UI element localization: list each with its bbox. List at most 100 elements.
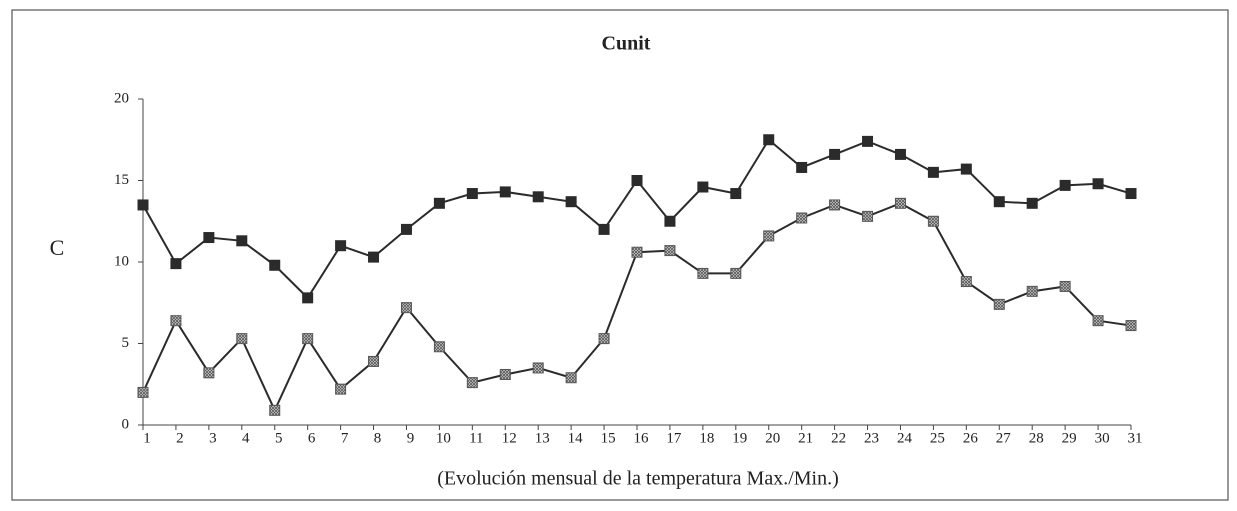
- point-marker: [598, 333, 610, 345]
- point-marker: [368, 251, 380, 263]
- point-marker: [335, 383, 347, 395]
- point-marker: [137, 386, 149, 398]
- point-marker: [1125, 188, 1137, 200]
- x-tick-label: 28: [1029, 430, 1044, 446]
- x-tick-label: 31: [1128, 430, 1143, 446]
- point-marker: [433, 197, 445, 209]
- point-marker: [730, 188, 742, 200]
- point-marker: [829, 148, 841, 160]
- point-marker: [631, 246, 643, 258]
- point-marker: [598, 223, 610, 235]
- x-tick-label: 13: [535, 430, 550, 446]
- point-marker: [894, 148, 906, 160]
- x-tick-label: 12: [502, 430, 517, 446]
- point-marker: [368, 355, 380, 367]
- point-marker: [269, 259, 281, 271]
- x-tick-label: 6: [308, 430, 316, 446]
- point-marker: [763, 134, 775, 146]
- point-marker: [565, 372, 577, 384]
- point-marker: [862, 135, 874, 147]
- point-marker: [499, 186, 511, 198]
- point-marker: [203, 232, 215, 244]
- x-tick-label: 30: [1095, 430, 1110, 446]
- point-marker: [730, 267, 742, 279]
- point-marker: [796, 212, 808, 224]
- point-marker: [697, 267, 709, 279]
- point-marker: [631, 175, 643, 186]
- x-tick-label: 1: [143, 430, 151, 446]
- point-marker: [1092, 315, 1104, 327]
- point-marker: [1092, 178, 1104, 190]
- point-marker: [862, 210, 874, 222]
- point-marker: [170, 258, 182, 270]
- point-marker: [829, 199, 841, 211]
- point-marker: [170, 315, 182, 327]
- x-tick-label: 22: [831, 430, 846, 446]
- point-marker: [466, 188, 478, 200]
- y-tick-label: 0: [122, 416, 130, 432]
- x-axis-label: (Evolución mensual de la temperatura Max…: [437, 468, 839, 490]
- point-marker: [796, 161, 808, 173]
- point-marker: [697, 181, 709, 193]
- x-tick-label: 21: [798, 430, 813, 446]
- x-tick-label: 20: [765, 430, 780, 446]
- x-tick-label: 17: [666, 430, 682, 446]
- x-tick-label: 7: [341, 430, 349, 446]
- x-tick-label: 15: [601, 430, 616, 446]
- y-tick-label: 20: [114, 90, 129, 106]
- point-marker: [335, 240, 347, 252]
- point-marker: [1059, 280, 1071, 292]
- y-tick-label: 5: [122, 335, 130, 351]
- point-marker: [927, 215, 939, 227]
- x-tick-label: 29: [1062, 430, 1077, 446]
- x-tick-label: 16: [634, 430, 650, 446]
- point-marker: [269, 404, 281, 416]
- x-tick-label: 14: [568, 430, 584, 446]
- point-marker: [894, 197, 906, 209]
- point-marker: [466, 377, 478, 389]
- x-tick-label: 3: [209, 430, 217, 446]
- x-tick-label: 18: [699, 430, 714, 446]
- x-tick-label: 25: [930, 430, 945, 446]
- x-tick-label: 27: [996, 430, 1012, 446]
- point-marker: [499, 368, 511, 380]
- chart-title: Cunit: [602, 33, 651, 55]
- x-tick-label: 24: [897, 430, 913, 446]
- y-tick-label: 15: [114, 172, 129, 188]
- x-tick-label: 5: [275, 430, 283, 446]
- point-marker: [203, 367, 215, 379]
- point-marker: [302, 292, 314, 304]
- series-line: [142, 138, 1132, 300]
- point-marker: [664, 215, 676, 227]
- point-marker: [137, 199, 149, 211]
- point-marker: [1026, 197, 1038, 209]
- x-tick-label: 23: [864, 430, 879, 446]
- x-tick-label: 8: [374, 430, 382, 446]
- point-marker: [664, 245, 676, 257]
- y-tick-label: 10: [114, 253, 129, 269]
- point-marker: [927, 166, 939, 178]
- point-marker: [400, 223, 412, 235]
- x-tick-label: 4: [242, 430, 250, 446]
- point-marker: [565, 196, 577, 208]
- point-marker: [302, 333, 314, 345]
- point-marker: [236, 333, 248, 345]
- point-marker: [532, 191, 544, 203]
- point-marker: [1125, 320, 1137, 332]
- point-marker: [532, 362, 544, 374]
- y-axis-label: C: [50, 235, 65, 260]
- x-tick-label: 2: [176, 430, 184, 446]
- point-marker: [993, 298, 1005, 310]
- x-tick-label: 9: [407, 430, 415, 446]
- series-line: [142, 202, 1132, 413]
- x-tick-label: 10: [436, 430, 451, 446]
- point-marker: [1026, 285, 1038, 297]
- point-marker: [400, 302, 412, 314]
- point-marker: [993, 196, 1005, 208]
- point-marker: [763, 230, 775, 242]
- point-marker: [433, 341, 445, 353]
- point-marker: [1059, 179, 1071, 191]
- x-tick-label: 19: [732, 430, 747, 446]
